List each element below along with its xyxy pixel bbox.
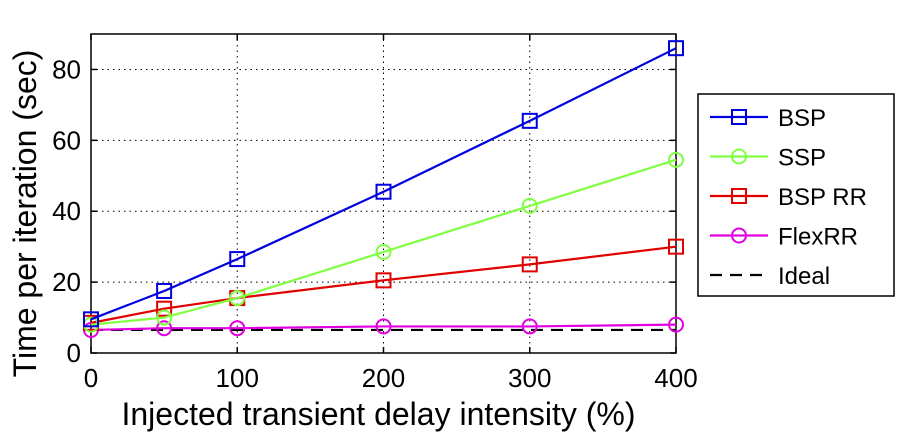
legend-entry-bsp: BSP: [710, 105, 826, 132]
data-point-flexrr: [229, 320, 246, 337]
data-point-bsp: [375, 183, 392, 200]
data-point-bsp: [521, 112, 538, 129]
data-point-bsp-rr: [668, 238, 684, 255]
legend-entry-flexrr: FlexRR: [710, 224, 858, 251]
data-point-flexrr: [375, 318, 392, 335]
legend-marker-bsp: [731, 109, 747, 125]
legend-label-ssp: SSP: [778, 145, 826, 172]
series-line-bsp-rr: [90, 245, 677, 324]
y-tick-label: 40: [52, 196, 81, 226]
data-point-bsp: [229, 251, 246, 268]
y-tick-label: 80: [52, 54, 81, 84]
data-point-ssp: [229, 290, 246, 307]
data-point-bsp-rr: [156, 300, 173, 317]
data-point-ssp: [521, 197, 538, 214]
legend-entry-bsp-rr: BSP RR: [710, 184, 867, 211]
legend-label-bsp: BSP: [778, 105, 826, 132]
data-point-ssp: [375, 243, 392, 260]
legend: BSP SSP BSP RR FlexRR Ideal: [697, 93, 895, 297]
legend-label-bsp-rr: BSP RR: [778, 184, 867, 211]
x-tick-label: 300: [508, 363, 551, 393]
legend-marker-ssp: [731, 148, 747, 165]
x-tick-label: 0: [84, 363, 98, 393]
grid-lines: [91, 34, 676, 353]
series-bsp-rr: [83, 238, 684, 331]
series-line-bsp: [90, 47, 677, 321]
legend-entry-ssp: SSP: [710, 145, 826, 172]
data-point-ssp: [668, 151, 684, 168]
data-point-bsp: [156, 282, 173, 299]
legend-label-flexrr: FlexRR: [778, 224, 858, 251]
y-tick-label: 0: [67, 338, 81, 368]
data-point-bsp-rr: [375, 272, 392, 289]
y-tick-label: 20: [52, 267, 81, 297]
data-point-bsp: [668, 40, 684, 57]
series-line-flexrr: [90, 323, 677, 332]
data-point-ssp: [156, 309, 173, 326]
data-point-flexrr: [156, 320, 173, 337]
data-point-bsp-rr: [521, 256, 538, 273]
series-ssp: [83, 151, 684, 333]
x-tick-label: 100: [216, 363, 259, 393]
data-point-flexrr: [668, 316, 684, 333]
series-bsp: [83, 40, 684, 328]
legend-entry-ideal: Ideal: [710, 263, 830, 290]
legend-marker-flexrr: [731, 227, 747, 244]
series-line-ssp: [90, 158, 677, 326]
series-layer: [83, 40, 684, 338]
x-tick-label: 200: [362, 363, 405, 393]
data-point-flexrr: [521, 318, 538, 335]
legend-label-ideal: Ideal: [778, 263, 830, 290]
legend-marker-bsp-rr: [731, 188, 747, 204]
series-flexrr: [83, 316, 684, 338]
y-tick-label: 60: [52, 125, 81, 155]
data-point-bsp: [83, 311, 99, 328]
y-axis-title: Time per iteration (sec): [7, 50, 43, 378]
axis-ticks: 0 100 200 300 400 0 20 40 60 80: [52, 34, 698, 393]
x-tick-label: 400: [654, 363, 697, 393]
x-axis-title: Injected transient delay intensity (%): [121, 396, 635, 432]
